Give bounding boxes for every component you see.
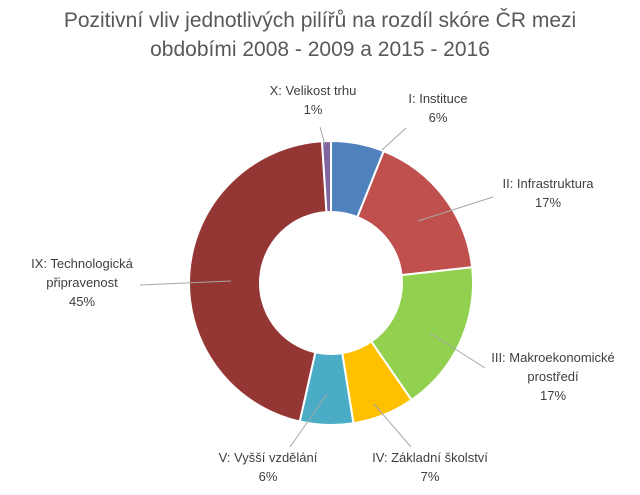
slice-name: X: Velikost trhu [270,83,357,98]
slice-label-7: X: Velikost trhu 1% [270,83,357,117]
slice-label-5: V: Vyšší vzdělání 6% [219,450,318,484]
leader-lines [139,126,494,448]
leader-line-7 [319,126,326,146]
leader-line-4 [373,403,412,448]
leader-line-3 [429,332,486,369]
slice-labels: I: Instituce 6%II: Infrastruktura 17%III: … [31,83,615,484]
leader-line-5 [289,393,328,448]
slice-label-4: IV: Základní školství 7% [372,450,488,484]
slice-percent: 17% [535,195,561,210]
donut-slice-2 [356,149,474,277]
slice-label-6: IX: Technologická připravenost 45% [31,256,133,309]
slice-percent: 1% [304,102,323,117]
leader-line-2 [417,196,494,222]
donut-slice-7 [320,139,332,214]
slice-label-3: III: Makroekonomické prostředí 17% [491,350,615,403]
slice-percent: 17% [540,388,566,403]
slice-percent: 6% [259,469,278,484]
slice-percent: 6% [429,110,448,125]
donut-slices [188,139,474,426]
leader-line-1 [381,127,407,151]
chart-title-line-2: obdobími 2008 - 2009 a 2015 - 2016 [150,38,490,61]
slice-name: IV: Základní školství [372,450,488,465]
slice-name: připravenost [46,275,118,290]
slice-label-1: I: Instituce 6% [408,91,467,125]
slice-label-2: II: Infrastruktura 17% [502,176,594,210]
slice-name: IX: Technologická [31,256,133,271]
slice-name: prostředí [527,369,579,384]
slice-name: V: Vyšší vzdělání [219,450,318,465]
slice-name: III: Makroekonomické [491,350,615,365]
slice-percent: 45% [69,294,95,309]
slice-name: II: Infrastruktura [502,176,594,191]
leader-line-6 [139,280,232,286]
chart-title: Pozitivní vliv jednotlivých pilířů na ro… [0,6,640,64]
donut-slice-3 [369,266,474,402]
donut-slice-6 [188,140,328,423]
slice-name: I: Instituce [408,91,467,106]
chart-title-line-1: Pozitivní vliv jednotlivých pilířů na ro… [63,9,577,32]
slice-percent: 7% [421,469,440,484]
